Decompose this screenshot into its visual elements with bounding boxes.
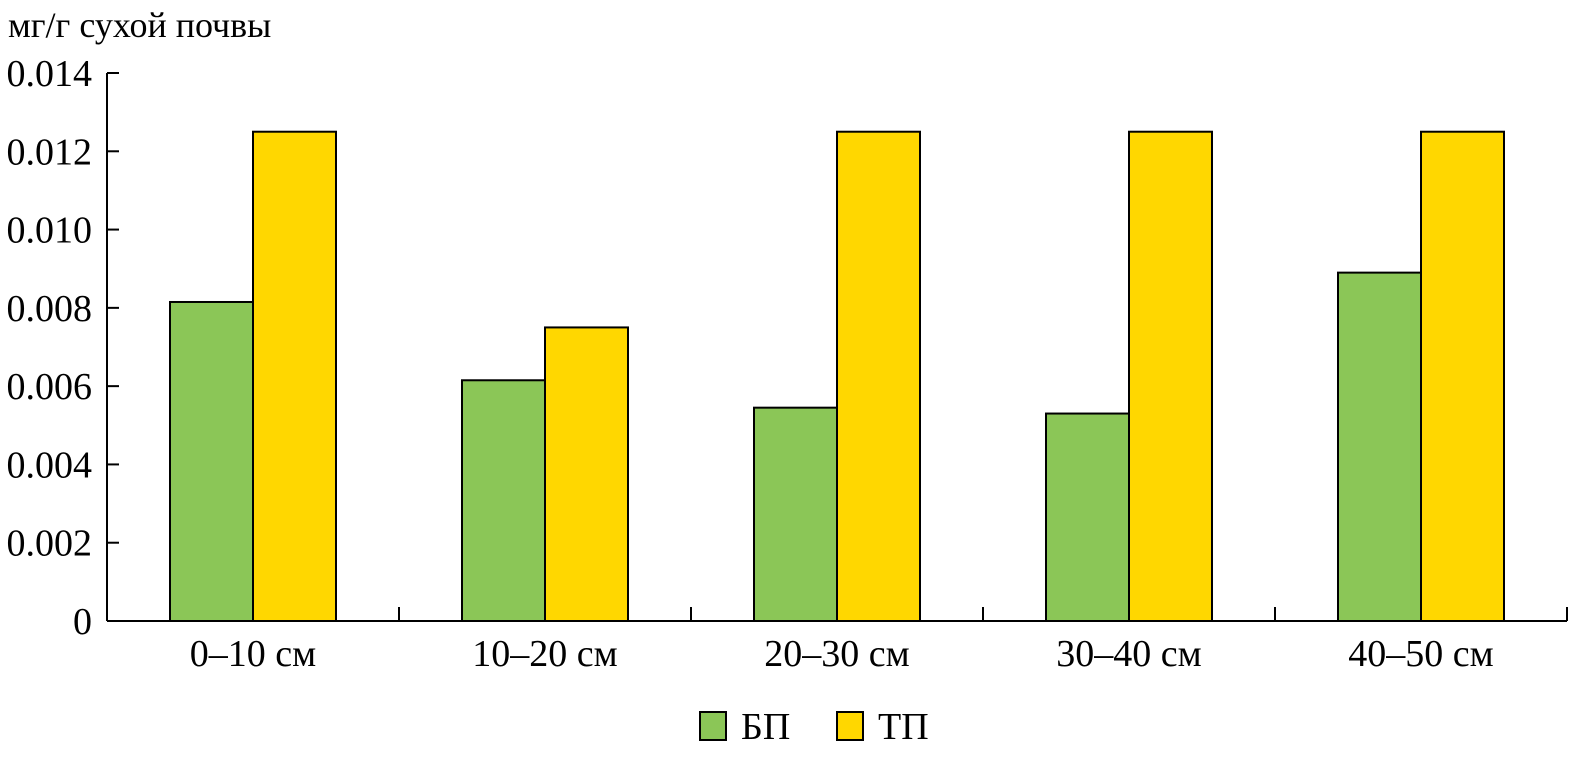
y-tick-label: 0.002 <box>7 523 93 565</box>
x-category-label: 40–50 см <box>1348 633 1493 675</box>
bar-bp-2 <box>753 406 838 622</box>
bar-bp-1 <box>461 379 546 622</box>
legend: БП ТП <box>699 706 929 748</box>
legend-label-bp: БП <box>741 706 790 748</box>
y-tick-label: 0 <box>73 601 92 643</box>
bar-tp-1 <box>544 326 629 622</box>
y-axis: 0 0.002 0.004 0.006 0.008 0.010 0.012 0.014 <box>7 53 119 643</box>
x-category-label: 10–20 см <box>472 633 617 675</box>
legend-swatch-bp <box>699 711 727 741</box>
y-tick-label: 0.010 <box>7 210 93 252</box>
bars <box>169 130 1505 622</box>
y-tick-label: 0.012 <box>7 131 93 173</box>
bar-tp-4 <box>1420 130 1505 622</box>
x-category-label: 30–40 см <box>1056 633 1201 675</box>
y-tick-label: 0.008 <box>7 288 93 330</box>
y-tick-label: 0.004 <box>7 444 93 486</box>
bar-bp-4 <box>1337 271 1422 622</box>
y-tick-label: 0.006 <box>7 366 93 408</box>
bar-tp-3 <box>1128 130 1213 622</box>
x-axis: 0–10 см 10–20 см 20–30 см 30–40 см 40–50 см <box>107 607 1568 675</box>
legend-label-tp: ТП <box>878 706 929 748</box>
bar-bp-0 <box>169 300 254 622</box>
bar-tp-0 <box>252 130 337 622</box>
y-tick-label: 0.014 <box>7 53 93 95</box>
y-axis-label: мг/г сухой почвы <box>8 5 271 45</box>
x-category-label: 20–30 см <box>764 633 909 675</box>
bar-tp-2 <box>836 130 921 622</box>
legend-swatch-tp <box>836 711 864 741</box>
bar-bp-3 <box>1045 412 1130 622</box>
x-category-label: 0–10 см <box>190 633 316 675</box>
